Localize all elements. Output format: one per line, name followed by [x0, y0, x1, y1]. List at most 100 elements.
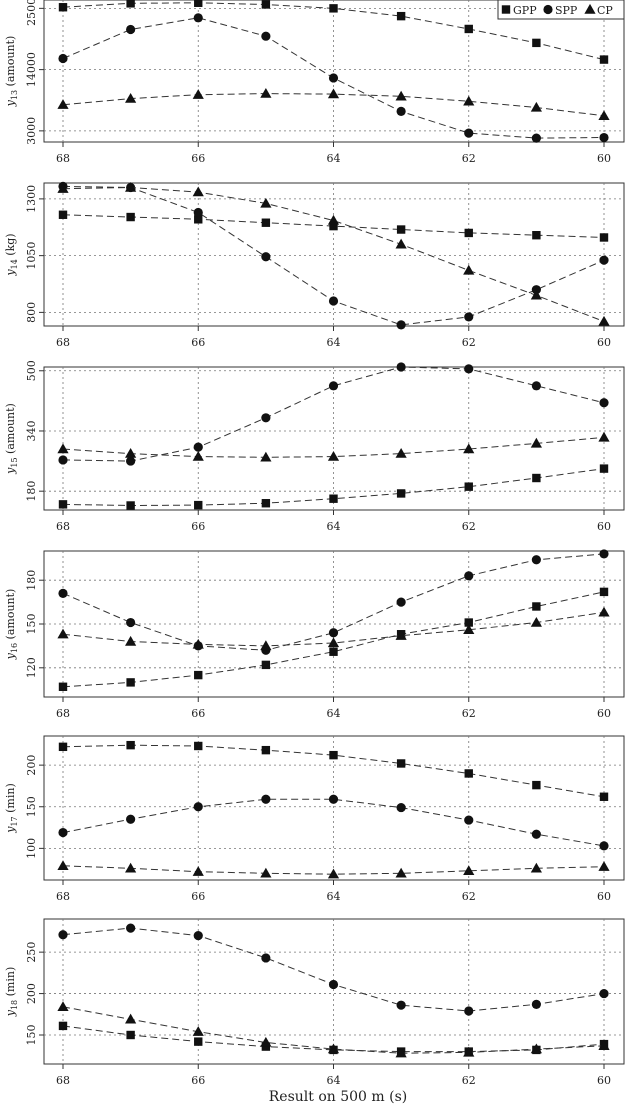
x-tick-label: 62 — [462, 890, 476, 903]
x-tick-label: 60 — [597, 336, 611, 349]
legend-label-cp: CP — [597, 4, 613, 17]
data-point — [464, 364, 474, 374]
legend-marker-gpp — [501, 5, 511, 14]
y-tick-label: 180 — [25, 570, 38, 591]
data-point — [126, 617, 136, 628]
data-point — [598, 1040, 610, 1050]
plot-frame — [43, 366, 625, 511]
y-tick-label: 14000 — [25, 52, 38, 87]
chart-panel-5: 68 66 64 62 60 100 150 200 y17 (min) — [4, 735, 625, 903]
data-point — [530, 862, 542, 873]
data-point — [599, 233, 609, 242]
data-point — [126, 24, 136, 35]
data-point — [598, 110, 610, 121]
data-point — [194, 500, 203, 510]
data-point — [328, 979, 339, 990]
y-axis-label: y18 (min) — [4, 967, 19, 1018]
series-cp — [57, 87, 610, 121]
x-tick-label: 66 — [191, 152, 205, 165]
legend-marker-cp — [584, 3, 596, 14]
x-tick-label: 62 — [462, 1074, 476, 1087]
y-tick-label: 150 — [25, 614, 38, 635]
y-tick-label: 1300 — [25, 185, 38, 213]
data-point — [260, 640, 272, 651]
data-point — [464, 815, 474, 825]
y-tick-label: 150 — [25, 1025, 38, 1046]
data-point — [396, 802, 406, 813]
series-cp — [57, 181, 610, 326]
data-point — [261, 218, 271, 227]
data-point — [327, 88, 340, 99]
series-cp — [57, 860, 610, 879]
data-point — [260, 1036, 272, 1047]
data-point — [599, 792, 609, 801]
x-tick-label: 64 — [327, 152, 341, 165]
data-point — [125, 1013, 137, 1024]
data-point — [464, 769, 473, 778]
y-tick-label: 1050 — [25, 242, 38, 270]
data-point — [463, 624, 475, 635]
data-point — [58, 682, 68, 691]
legend: GPP SPP CP — [497, 0, 625, 20]
data-point — [328, 381, 339, 391]
data-point — [57, 183, 69, 193]
x-tick-label: 68 — [56, 520, 70, 533]
data-point — [464, 24, 473, 34]
data-point — [58, 1021, 68, 1031]
data-point — [193, 442, 203, 452]
data-point — [532, 473, 541, 483]
data-point — [395, 867, 407, 878]
data-point — [531, 133, 541, 143]
data-point — [531, 381, 541, 391]
data-point — [329, 4, 338, 13]
data-point — [261, 31, 271, 41]
data-point — [464, 1006, 474, 1016]
series-spp — [58, 549, 609, 655]
y-tick-label: 120 — [25, 657, 38, 678]
data-point — [599, 587, 609, 597]
data-point — [57, 99, 69, 109]
data-point — [530, 437, 542, 448]
data-point — [126, 501, 135, 510]
data-point — [261, 499, 271, 508]
x-tick-label: 68 — [56, 890, 70, 903]
series-line — [62, 591, 605, 688]
data-point — [598, 315, 610, 326]
data-point — [532, 231, 541, 240]
x-tick-label: 68 — [56, 336, 70, 349]
y-axis-label: y13 (amount) — [4, 36, 19, 108]
data-point — [464, 312, 474, 322]
x-tick-label: 66 — [191, 707, 205, 720]
y-tick-label: 250 — [25, 942, 38, 963]
y-tick-label: 200 — [25, 983, 38, 1004]
data-point — [396, 489, 406, 498]
data-point — [192, 450, 204, 461]
data-point — [395, 90, 407, 101]
data-point — [58, 930, 68, 940]
x-tick-label: 66 — [191, 336, 205, 349]
x-tick-label: 60 — [597, 520, 611, 533]
data-point — [396, 362, 406, 372]
data-point — [530, 1043, 542, 1054]
data-point — [464, 571, 474, 581]
y-axis-label: y14 (kg) — [4, 233, 19, 276]
x-tick-label: 68 — [56, 707, 70, 720]
x-tick-label: 64 — [327, 890, 341, 903]
legend-box — [497, 0, 625, 20]
data-point — [395, 238, 407, 249]
x-axis-label: Result on 500 m (s) — [269, 1089, 407, 1104]
data-point — [328, 296, 339, 306]
data-point — [463, 443, 475, 454]
data-point — [125, 862, 137, 873]
data-point — [532, 780, 541, 790]
y-tick-label: 25000 — [25, 0, 38, 26]
data-point — [58, 3, 68, 12]
data-point — [599, 549, 609, 559]
data-point — [327, 1043, 340, 1054]
data-point — [58, 742, 68, 752]
data-point — [58, 500, 68, 509]
data-point — [126, 814, 136, 824]
data-point — [531, 285, 541, 295]
data-point — [58, 210, 68, 219]
x-tick-label: 68 — [56, 152, 70, 165]
